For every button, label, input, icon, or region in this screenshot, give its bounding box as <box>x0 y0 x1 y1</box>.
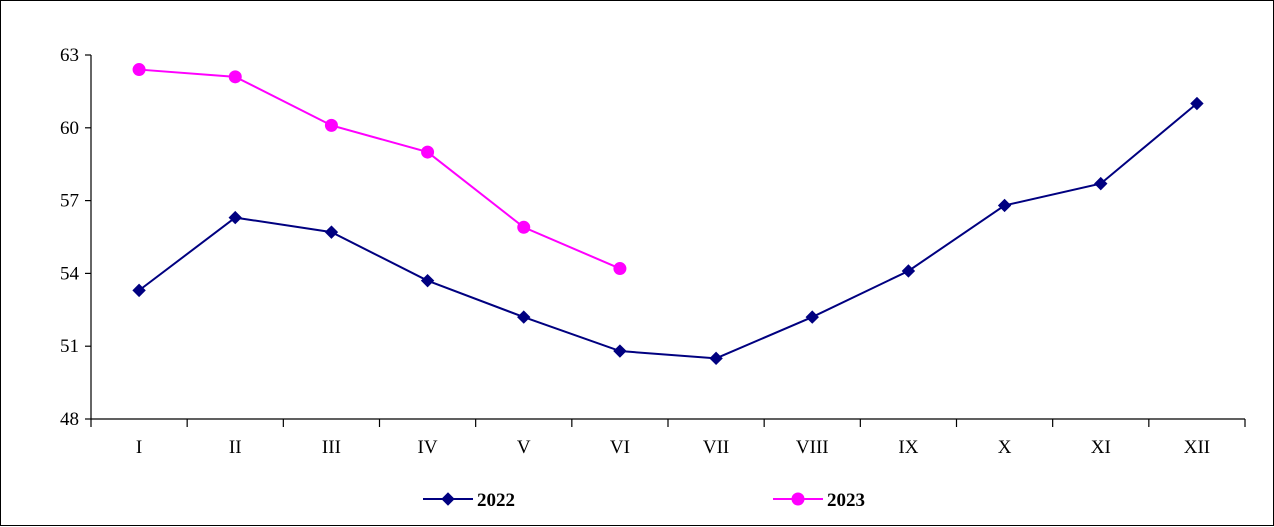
data-point <box>901 264 916 278</box>
legend-item-2022: 2022 <box>423 490 515 511</box>
data-point <box>421 145 435 159</box>
y-tick-label: 63 <box>60 45 79 66</box>
y-tick-label: 57 <box>60 191 79 212</box>
series-2022 <box>132 96 1204 366</box>
series-layer <box>132 63 1204 366</box>
data-point <box>228 70 242 84</box>
series-line-2023 <box>139 68 621 270</box>
data-point <box>517 310 531 324</box>
x-tick-label: II <box>229 437 242 458</box>
legend: 2022 2023 <box>423 490 865 511</box>
y-tick-label: 60 <box>60 118 79 139</box>
data-point <box>132 283 146 298</box>
y-tick-label: 54 <box>60 263 80 284</box>
x-tick-label: I <box>136 437 142 458</box>
x-tick-label: VII <box>703 437 729 458</box>
legend-marker <box>441 492 455 506</box>
data-point <box>613 262 627 276</box>
data-point <box>420 273 435 288</box>
y-tick-label: 48 <box>60 409 79 430</box>
data-point <box>1190 96 1204 111</box>
legend-label: 2022 <box>477 490 515 511</box>
x-tick-label: VIII <box>796 437 829 458</box>
data-point <box>324 225 339 239</box>
x-tick-label: III <box>322 437 341 458</box>
data-point <box>132 63 146 77</box>
x-tick-label: XII <box>1184 437 1210 458</box>
data-point <box>324 118 338 132</box>
data-point <box>613 344 627 358</box>
x-tick-label: XI <box>1091 437 1111 458</box>
data-point <box>517 220 531 234</box>
x-tick-label: IX <box>898 437 918 458</box>
x-tick-label: VI <box>610 437 630 458</box>
data-point <box>228 210 242 225</box>
y-tick-label: 51 <box>60 336 79 357</box>
data-point <box>805 310 819 324</box>
data-point <box>709 351 723 366</box>
x-tick-label: X <box>998 437 1012 458</box>
series-line-2022 <box>138 102 1198 360</box>
data-point <box>997 198 1012 213</box>
series-2023 <box>132 63 627 276</box>
x-tick-label: V <box>517 437 531 458</box>
x-tick-label: IV <box>418 437 438 458</box>
y-axis-ticks: 48 51 54 57 60 63 <box>60 45 91 430</box>
legend-marker <box>791 492 805 506</box>
legend-item-2023: 2023 <box>773 490 865 511</box>
legend-label: 2023 <box>827 490 865 511</box>
data-point <box>1094 176 1108 191</box>
axes <box>90 55 1245 420</box>
x-axis-ticks: I II III IV V VI VII VIII IX X XI XII <box>90 419 1246 458</box>
